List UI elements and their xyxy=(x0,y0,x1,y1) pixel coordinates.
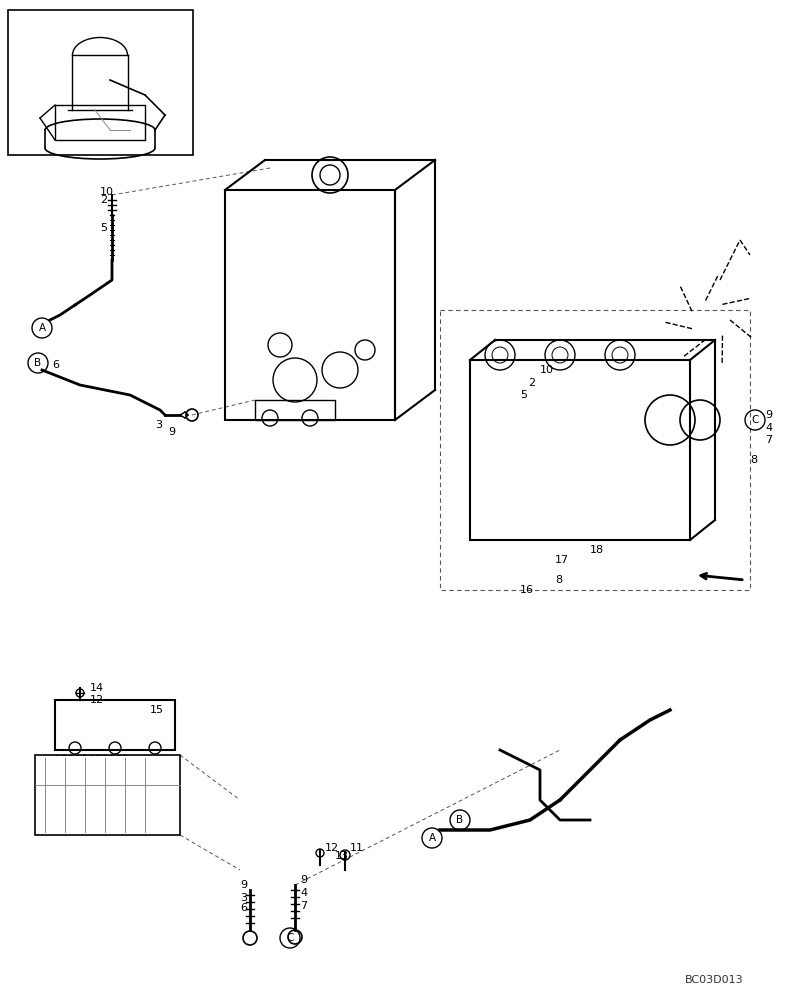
Text: 8: 8 xyxy=(749,455,756,465)
Bar xyxy=(8,10,193,155)
Text: 12: 12 xyxy=(324,843,339,853)
Bar xyxy=(55,700,175,750)
Text: 9: 9 xyxy=(299,875,307,885)
Text: 6: 6 xyxy=(240,903,247,913)
Text: 13: 13 xyxy=(335,851,349,861)
Text: 10: 10 xyxy=(100,187,114,197)
Text: B: B xyxy=(34,358,41,368)
Text: C: C xyxy=(286,933,294,943)
Text: 10: 10 xyxy=(539,365,553,375)
Text: 5: 5 xyxy=(519,390,526,400)
Text: B: B xyxy=(456,815,463,825)
Bar xyxy=(255,400,335,420)
Text: 16: 16 xyxy=(519,585,534,595)
Bar xyxy=(55,105,145,140)
Text: 8: 8 xyxy=(554,575,561,585)
Text: 11: 11 xyxy=(350,843,363,853)
Text: 7: 7 xyxy=(764,435,771,445)
Text: C: C xyxy=(750,415,757,425)
Bar xyxy=(35,755,180,835)
Bar xyxy=(225,190,394,420)
Text: 5: 5 xyxy=(100,223,107,233)
Text: A: A xyxy=(38,323,45,333)
Text: 15: 15 xyxy=(150,705,164,715)
Text: 12: 12 xyxy=(90,695,104,705)
Text: A: A xyxy=(428,833,435,843)
Text: 2: 2 xyxy=(100,195,107,205)
Text: 14: 14 xyxy=(90,683,104,693)
Text: 17: 17 xyxy=(554,555,569,565)
Text: 4: 4 xyxy=(764,423,771,433)
Text: 6: 6 xyxy=(52,360,59,370)
Text: 9: 9 xyxy=(240,880,247,890)
Text: 18: 18 xyxy=(590,545,603,555)
Text: 9: 9 xyxy=(764,410,771,420)
Text: 3: 3 xyxy=(240,893,247,903)
Text: 2: 2 xyxy=(527,378,534,388)
Text: 9: 9 xyxy=(168,427,175,437)
Text: BC03D013: BC03D013 xyxy=(684,975,743,985)
Text: 3: 3 xyxy=(155,420,162,430)
Text: 4: 4 xyxy=(299,888,307,898)
Text: 7: 7 xyxy=(299,901,307,911)
